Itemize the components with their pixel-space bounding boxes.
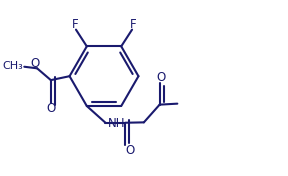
Text: F: F — [130, 18, 137, 31]
Text: O: O — [30, 58, 39, 70]
Text: O: O — [46, 102, 56, 115]
Text: NH: NH — [108, 117, 125, 130]
Text: CH₃: CH₃ — [2, 61, 23, 71]
Text: O: O — [156, 71, 165, 84]
Text: F: F — [71, 18, 78, 31]
Text: O: O — [126, 144, 135, 157]
